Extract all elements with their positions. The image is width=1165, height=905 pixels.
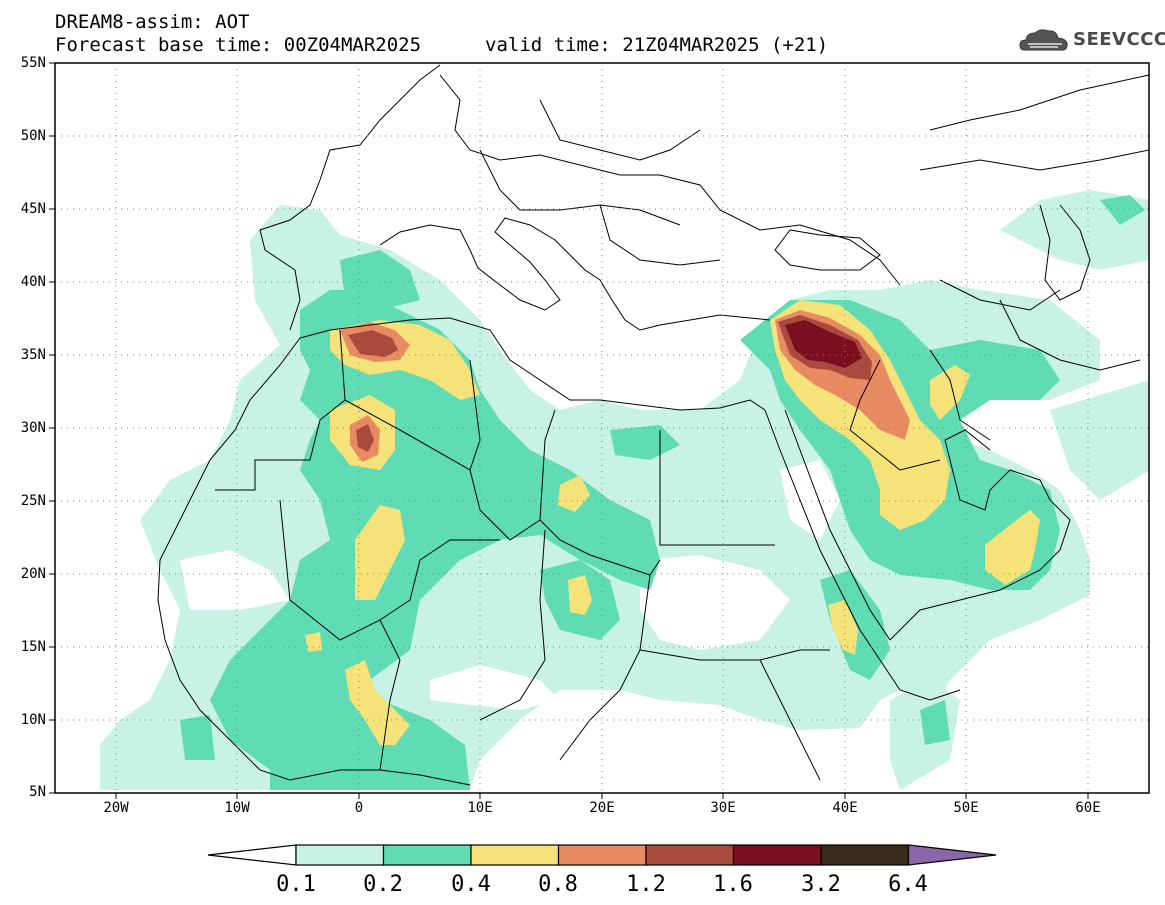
colorbar-label: 1.6 <box>713 872 753 897</box>
lon-label: 10E <box>467 800 493 816</box>
colorbar-under-arrow <box>207 844 297 866</box>
colorbar-bin-4 <box>557 844 647 866</box>
lon-label: 60E <box>1075 800 1101 816</box>
lat-label: 30N <box>20 420 46 436</box>
cloud-icon <box>1019 29 1068 51</box>
lon-label: 40E <box>832 800 858 816</box>
lat-label: 45N <box>20 201 46 217</box>
logo-text: SEEVCCC <box>1073 29 1165 50</box>
colorbar-bin-2 <box>382 844 472 866</box>
colorbar-label: 6.4 <box>888 872 928 897</box>
lon-label: 30E <box>710 800 736 816</box>
colorbar-label: 0.1 <box>276 872 316 897</box>
colorbar-bin-5 <box>645 844 735 866</box>
colorbar-bin-1 <box>295 844 385 866</box>
boundaries <box>157 64 1149 786</box>
aot-field <box>55 63 1149 793</box>
lat-label: 10N <box>20 712 46 728</box>
colorbar <box>207 844 997 866</box>
lat-label: 35N <box>20 347 46 363</box>
product-title: DREAM8-assim: AOT <box>55 11 250 33</box>
lon-label: 20W <box>103 800 129 816</box>
valid-time: valid time: 21Z04MAR2025 (+21) <box>485 34 829 56</box>
lon-label: 0 <box>354 800 364 816</box>
colorbar-over-arrow <box>907 844 997 866</box>
axis-ticks <box>49 62 1089 799</box>
colorbar-label: 0.4 <box>451 872 491 897</box>
lat-label: 25N <box>20 493 46 509</box>
colorbar-label: 0.8 <box>538 872 578 897</box>
lat-label: 40N <box>20 274 46 290</box>
lon-label: 10W <box>224 800 250 816</box>
lat-label: 15N <box>20 639 46 655</box>
lat-label: 20N <box>20 566 46 582</box>
colorbar-label: 0.2 <box>363 872 403 897</box>
colorbar-label: 1.2 <box>626 872 666 897</box>
lat-label: 55N <box>20 55 46 71</box>
lat-label: 5N <box>29 784 46 800</box>
grid-lines <box>55 63 1149 793</box>
forecast-base-time: Forecast base time: 00Z04MAR2025 <box>55 34 422 56</box>
colorbar-bin-7 <box>820 844 910 866</box>
lon-label: 20E <box>589 800 615 816</box>
lat-label: 50N <box>20 128 46 144</box>
lon-label: 50E <box>953 800 979 816</box>
colorbar-label: 3.2 <box>801 872 841 897</box>
colorbar-bin-6 <box>732 844 822 866</box>
colorbar-bin-3 <box>470 844 560 866</box>
